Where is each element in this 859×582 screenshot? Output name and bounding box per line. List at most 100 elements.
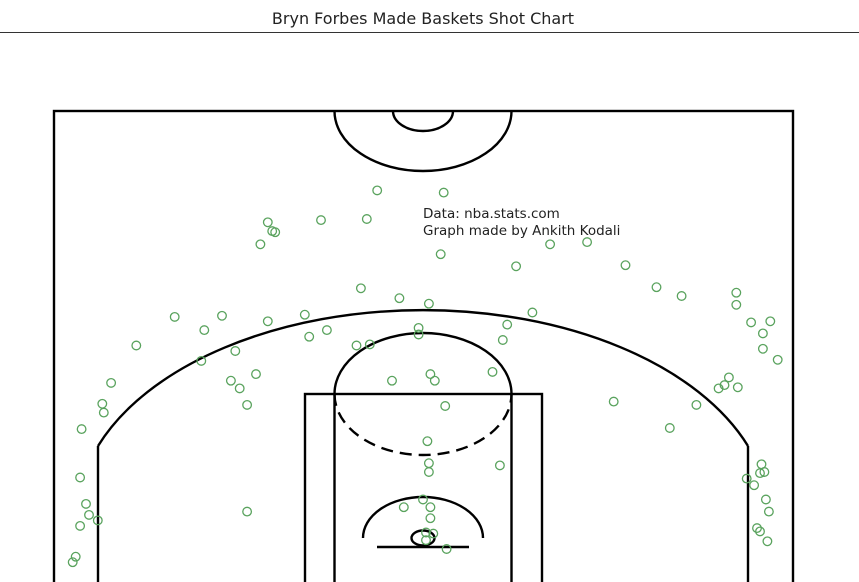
shot-point xyxy=(255,239,266,250)
shot-point xyxy=(428,528,439,539)
shot-point xyxy=(262,316,273,327)
shot-point xyxy=(731,287,742,298)
court xyxy=(52,109,795,582)
shot-point xyxy=(70,551,81,562)
shot-point xyxy=(691,399,702,410)
free-throw-circle-bottom xyxy=(333,393,513,457)
center-circle-inner xyxy=(391,110,455,133)
shot-point xyxy=(425,502,436,513)
shot-point xyxy=(316,215,326,226)
shot-point xyxy=(418,494,428,505)
shot-point xyxy=(545,239,556,250)
shot-point xyxy=(84,509,94,520)
shot-point xyxy=(772,354,783,365)
center-circle-outer xyxy=(333,110,513,173)
shot-point xyxy=(242,506,253,517)
shot-point xyxy=(757,328,768,339)
shot-point xyxy=(75,472,86,483)
shot-point xyxy=(97,398,108,409)
shot-point xyxy=(749,480,760,491)
shot-point xyxy=(731,299,742,310)
shot-point xyxy=(756,459,767,470)
shot-point xyxy=(608,396,619,407)
shot-point xyxy=(421,535,431,546)
shot-point xyxy=(67,557,78,568)
shot-point xyxy=(234,383,245,394)
shot-point xyxy=(262,217,273,228)
shot-point xyxy=(196,355,207,366)
shot-point xyxy=(199,325,210,336)
shot-point xyxy=(217,310,227,321)
chart-title: Bryn Forbes Made Baskets Shot Chart xyxy=(272,9,574,28)
shot-point xyxy=(413,322,424,333)
shot-point xyxy=(75,520,86,531)
shot-point xyxy=(92,515,103,526)
shot-point xyxy=(394,293,405,304)
shot-point xyxy=(423,298,434,309)
shot-point xyxy=(511,261,522,272)
shot-point xyxy=(361,214,372,224)
court-boundary xyxy=(52,109,795,582)
shot-point xyxy=(423,458,434,469)
shot-point xyxy=(425,369,436,380)
shot-point xyxy=(372,185,383,196)
shot-point xyxy=(321,325,332,336)
shot-points xyxy=(67,185,783,568)
shot-point xyxy=(762,536,773,547)
shot-point xyxy=(719,380,730,391)
shot-point xyxy=(169,311,180,322)
shot-point xyxy=(299,309,310,320)
credit-line-1: Data: nba.stats.com xyxy=(423,206,560,222)
shot-point xyxy=(425,513,436,524)
shot-point xyxy=(81,498,91,509)
shot-point xyxy=(765,316,776,327)
shot-point xyxy=(423,467,434,477)
shot-point xyxy=(98,407,109,418)
shot-point xyxy=(106,377,117,388)
shot-point xyxy=(494,460,505,471)
shot-point xyxy=(582,237,593,248)
shot-point xyxy=(497,335,508,345)
shot-point xyxy=(713,383,724,394)
shot-point xyxy=(676,291,687,301)
shot-point xyxy=(270,227,281,238)
shot-point xyxy=(438,187,449,198)
free-throw-circle-top xyxy=(333,331,513,395)
shot-point xyxy=(413,329,424,340)
shot-point xyxy=(755,526,765,537)
shot-point xyxy=(355,283,366,294)
shot-point xyxy=(651,282,662,293)
shot-point xyxy=(76,424,87,435)
shot-point xyxy=(251,369,261,380)
shot-point xyxy=(732,382,743,393)
shot-point xyxy=(441,544,452,554)
paint-outer xyxy=(303,392,544,582)
shot-point xyxy=(364,339,375,350)
restricted-area xyxy=(361,495,485,539)
shot-point xyxy=(422,436,433,447)
shot-point xyxy=(351,340,362,351)
shot-point xyxy=(487,366,498,377)
shot-point xyxy=(741,473,752,484)
shot-point xyxy=(502,319,513,330)
three-point-arc xyxy=(96,308,750,447)
shot-point xyxy=(763,506,774,517)
shot-point xyxy=(429,375,440,386)
shot-point xyxy=(760,494,771,505)
shot-point xyxy=(752,523,762,534)
shot-point xyxy=(131,340,142,351)
shot-point xyxy=(242,399,253,410)
shot-point xyxy=(746,317,757,328)
shot-point xyxy=(664,423,675,433)
shot-point xyxy=(387,375,397,386)
shot-point xyxy=(421,527,431,538)
shot-point xyxy=(440,401,451,411)
shot-point xyxy=(435,249,446,260)
shot-point xyxy=(723,372,734,383)
shot-point xyxy=(620,260,631,271)
shot-point xyxy=(230,346,241,356)
shot-point xyxy=(757,343,768,354)
shot-point xyxy=(225,375,236,386)
shot-point xyxy=(398,502,409,513)
